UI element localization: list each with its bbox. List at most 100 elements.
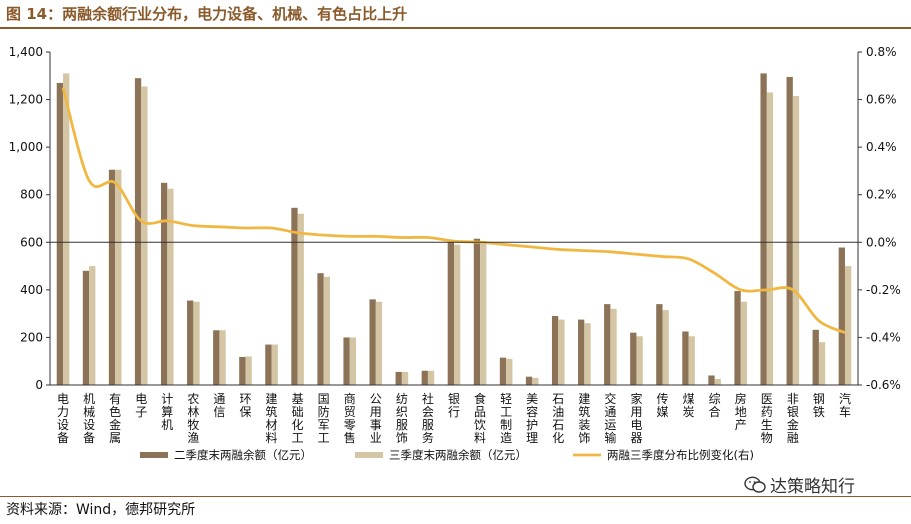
bar-q2 (551, 316, 559, 385)
bar-q2 (786, 76, 793, 385)
bar-q3 (63, 73, 70, 386)
watermark: 达策略知行 (744, 472, 855, 497)
bar-q3 (297, 213, 304, 385)
bar-q2 (578, 319, 585, 385)
legend-swatch-q2 (140, 452, 168, 458)
bar-q2 (213, 330, 220, 385)
bar-q3 (740, 301, 748, 385)
chart-bars (56, 73, 852, 386)
x-tick-label: 交通运输 (604, 391, 616, 445)
bar-q3 (454, 244, 461, 385)
x-tick-label: 美容护理 (526, 392, 538, 445)
x-tick-label: 公用事业 (370, 392, 382, 445)
y-right-tick-label: 0.2% (866, 188, 897, 202)
legend-label-q3: 三季度末两融余额（亿元） (389, 448, 527, 462)
x-tick-label: 传媒 (657, 391, 669, 419)
bar-q3 (401, 371, 409, 385)
x-tick-label: 基础化工 (292, 392, 304, 445)
y-right-tick-label: 0.0% (866, 235, 897, 249)
bar-q2 (734, 291, 741, 385)
bar-q3 (115, 169, 122, 385)
bar-q2 (630, 332, 637, 385)
bar-q3 (610, 308, 617, 385)
bar-q2 (682, 331, 689, 385)
x-tick-label: 非银金融 (787, 392, 799, 445)
x-tick-label: 纺织服饰 (396, 392, 408, 445)
bar-q2 (369, 299, 376, 385)
x-tick-label: 轻工制造 (500, 392, 512, 445)
y-right-tick-label: -0.4% (866, 330, 901, 344)
bar-q2 (160, 182, 168, 385)
bar-q3 (532, 377, 539, 385)
x-tick-label: 石油石化 (552, 392, 564, 445)
bar-q3 (766, 92, 774, 385)
x-tick-label: 综合 (709, 392, 721, 419)
x-tick-label: 有色金属 (109, 392, 121, 445)
bar-q2 (447, 242, 454, 385)
bar-q3 (167, 188, 174, 385)
legend-label-q2: 二季度末两融余额（亿元） (174, 448, 312, 462)
y-left-tick-label: 0 (35, 378, 43, 392)
bar-q2 (656, 304, 663, 385)
bar-q3 (714, 379, 721, 385)
x-tick-label: 食品饮料 (474, 391, 486, 445)
footer-divider (0, 496, 911, 497)
x-tick-label: 银行 (448, 392, 460, 419)
y-right-tick-label: 0.4% (866, 140, 897, 154)
x-tick-label: 煤炭 (683, 392, 695, 419)
bar-q2 (56, 82, 64, 385)
wechat-icon (744, 476, 766, 493)
bar-q3 (89, 266, 96, 385)
bar-q2 (82, 270, 90, 385)
bar-q3 (844, 266, 852, 385)
bar-q3 (193, 301, 200, 385)
x-tick-label: 机械设备 (83, 392, 95, 445)
bar-q2 (108, 169, 116, 385)
bar-q3 (245, 356, 252, 385)
x-tick-label: 计算机 (161, 392, 173, 432)
y-right-tick-label: -0.2% (866, 283, 901, 297)
y-left-tick-label: 400 (20, 283, 43, 297)
bar-q2 (395, 371, 402, 385)
bar-q3 (818, 342, 826, 385)
y-left-tick-label: 800 (20, 188, 43, 202)
chart-axes: 0 200 400 600 800 1,000 1,200 1,400 -0.6% -0.4% -0… (9, 45, 901, 445)
x-tick-label: 通信 (213, 392, 225, 419)
legend-swatch-q3 (355, 452, 383, 458)
bar-q3 (427, 370, 435, 385)
x-tick-label: 电力设备 (57, 392, 69, 445)
y-left-tick-label: 200 (20, 330, 43, 344)
x-tick-label: 农林牧渔 (187, 392, 199, 445)
y-left-tick-label: 1,000 (9, 140, 43, 154)
bar-q2 (265, 344, 272, 385)
y-left-tick-label: 1,400 (9, 45, 43, 59)
bar-q2 (291, 207, 298, 385)
bar-q3 (792, 96, 800, 385)
x-tick-label: 房地产 (735, 391, 747, 432)
bar-q2 (343, 337, 350, 385)
chart: 0 200 400 600 800 1,000 1,200 1,400 -0.6% -0.4% -0… (9, 45, 901, 462)
bar-q3 (219, 330, 226, 385)
legend-label-line: 两融三季度分布比例变化(右) (607, 448, 754, 462)
x-tick-label: 环保 (239, 392, 251, 419)
bar-q3 (558, 319, 565, 385)
chart-line (61, 87, 846, 334)
x-tick-label: 钢铁 (813, 392, 825, 419)
bar-q2 (604, 304, 611, 385)
bar-q2 (421, 370, 428, 385)
watermark-text: 达策略知行 (770, 477, 855, 497)
bar-q2 (838, 247, 845, 385)
x-tick-label: 建筑材料 (266, 392, 278, 445)
chart-legend: 二季度末两融余额（亿元） 三季度末两融余额（亿元） 两融三季度分布比例变化(右) (140, 448, 754, 462)
y-left-tick-label: 600 (20, 235, 43, 249)
y-left-tick-label: 1,200 (9, 93, 43, 107)
x-tick-label: 家用电器 (630, 391, 642, 445)
bar-q2 (525, 376, 533, 385)
bar-q3 (480, 241, 487, 385)
title-divider (0, 27, 911, 29)
bar-q2 (760, 73, 767, 386)
x-tick-label: 国防军工 (318, 392, 330, 445)
x-tick-label: 社会服务 (422, 391, 434, 445)
bar-q2 (812, 329, 819, 385)
bar-q2 (499, 357, 507, 385)
